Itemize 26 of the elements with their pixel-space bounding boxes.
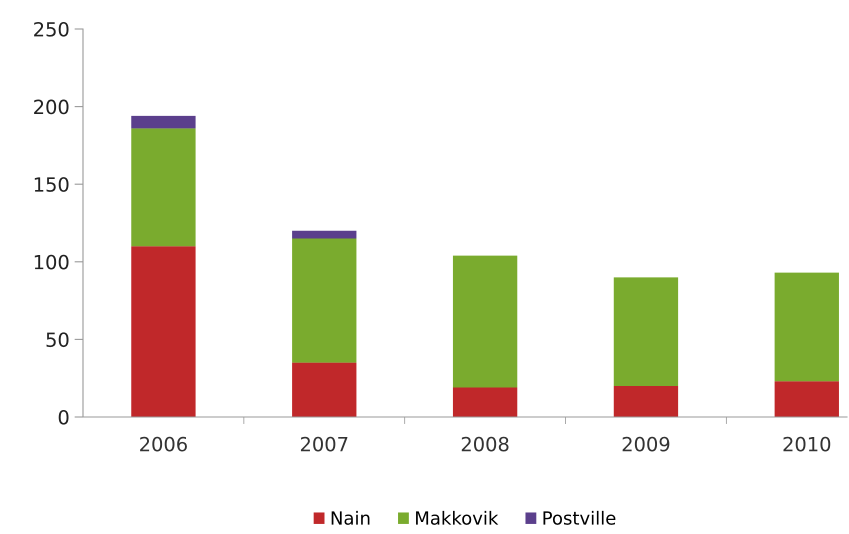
bar [292, 230, 356, 239]
bar [614, 386, 678, 417]
bar [614, 277, 678, 386]
x-tick-label: 2010 [783, 436, 830, 452]
bar [131, 116, 196, 128]
bar [131, 246, 196, 417]
bar [452, 256, 518, 388]
legend-label: Makkovik [416, 510, 498, 525]
bar [292, 238, 356, 363]
y-tick-label: 100 [34, 254, 69, 270]
x-tick-label: 2006 [140, 436, 187, 452]
y-tick-label: 250 [34, 22, 69, 37]
y-tick-label: 150 [34, 177, 69, 192]
bar [452, 388, 518, 417]
legend-label: Postville [543, 510, 616, 525]
bar [774, 381, 839, 417]
y-tick-label: 0 [58, 410, 69, 425]
x-tick-label: 2009 [622, 436, 670, 452]
legend-label: Nain [332, 510, 370, 525]
bar [292, 362, 356, 417]
bar [131, 128, 196, 246]
y-tick-label: 50 [46, 332, 69, 348]
y-tick-label: 200 [34, 100, 69, 114]
x-tick-label: 2007 [300, 436, 348, 452]
bar [774, 272, 839, 382]
x-tick-label: 2008 [462, 436, 509, 452]
